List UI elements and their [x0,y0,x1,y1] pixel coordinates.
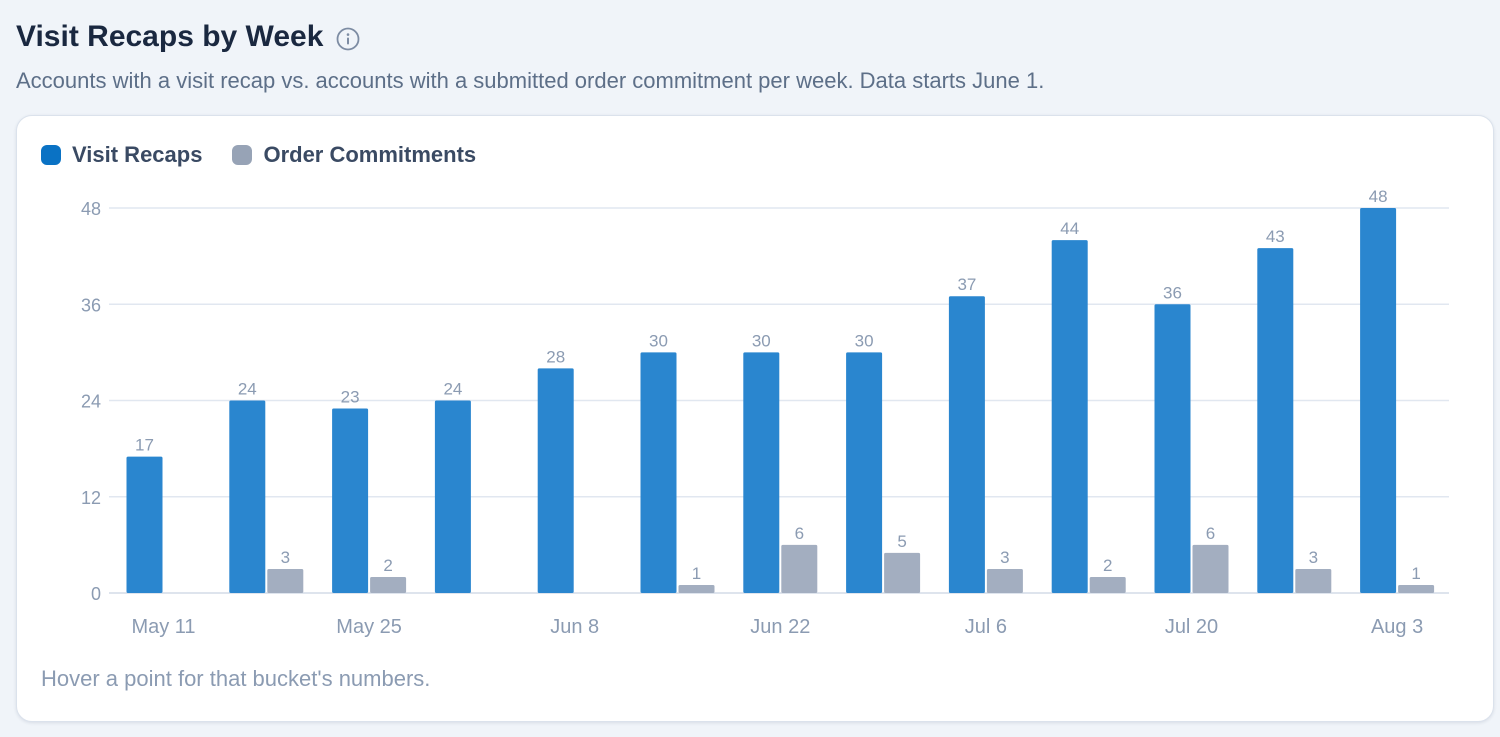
data-label: 43 [1266,227,1285,246]
x-tick-label: May 11 [131,616,195,638]
bar-visit-recaps[interactable] [948,296,985,593]
bar-order-commitments[interactable] [1398,584,1435,593]
y-tick-label: 36 [81,295,101,315]
bar-visit-recaps[interactable] [1257,248,1294,593]
bar-order-commitments[interactable] [1295,568,1332,593]
page-subtitle: Accounts with a visit recap vs. accounts… [16,68,1045,93]
data-label: 37 [957,275,976,294]
data-label: 3 [281,548,290,567]
x-tick-label: May 25 [336,616,402,638]
bar-order-commitments[interactable] [1192,544,1229,593]
data-label: 1 [692,564,701,583]
header: Visit Recaps by Week Accounts with a vis… [16,16,1476,94]
bar-order-commitments[interactable] [781,544,818,593]
y-tick-label: 0 [91,584,101,604]
bar-visit-recaps[interactable] [1154,304,1191,593]
data-label: 3 [1309,548,1318,567]
bar-order-commitments[interactable] [1089,576,1126,593]
y-tick-label: 24 [81,392,101,412]
page-title: Visit Recaps by Week [16,20,324,53]
data-label: 23 [341,388,360,407]
data-label: 24 [238,380,257,399]
data-label: 24 [443,380,462,399]
data-label: 6 [1206,524,1215,543]
bar-order-commitments[interactable] [986,568,1023,593]
bar-order-commitments[interactable] [370,576,407,593]
y-tick-label: 48 [81,199,101,219]
bar-visit-recaps[interactable] [229,400,266,594]
data-label: 3 [1000,548,1009,567]
legend-item-order-commitments[interactable]: Order Commitments [232,142,476,168]
legend-swatch-visit-recaps [41,145,61,165]
legend-item-visit-recaps[interactable]: Visit Recaps [41,142,202,168]
data-label: 36 [1163,283,1182,302]
bar-order-commitments[interactable] [267,568,304,593]
x-tick-label: Aug 3 [1371,616,1423,638]
data-label: 17 [135,436,154,455]
bar-order-commitments[interactable] [884,552,921,593]
x-tick-label: Jun 22 [750,616,810,638]
y-tick-label: 12 [81,488,101,508]
bar-visit-recaps[interactable] [434,400,471,594]
data-label: 28 [546,347,565,366]
data-label: 30 [855,331,874,350]
chart-legend: Visit Recaps Order Commitments [41,142,506,168]
data-label: 2 [1103,556,1112,575]
bar-visit-recaps[interactable] [1360,208,1397,593]
bar-visit-recaps[interactable] [743,352,780,593]
chart-card: Visit Recaps Order Commitments 0 12 24 36 48… [16,115,1494,722]
bar-visit-recaps[interactable] [1051,240,1088,593]
legend-label: Visit Recaps [72,142,203,167]
legend-label: Order Commitments [263,142,477,167]
data-label: 5 [897,532,906,551]
x-tick-label: Jun 8 [550,616,599,638]
bar-visit-recaps[interactable] [332,408,369,593]
data-label: 30 [752,331,771,350]
bar-order-commitments[interactable] [678,584,715,593]
bar-visit-recaps[interactable] [126,456,163,593]
x-tick-label: Jul 20 [1165,616,1218,638]
data-label: 48 [1369,187,1388,206]
bar-visit-recaps[interactable] [537,368,574,593]
bar-visit-recaps[interactable] [846,352,883,593]
x-tick-label: Jul 6 [965,616,1007,638]
title-row: Visit Recaps by Week [16,16,1476,58]
legend-swatch-order-commitments [232,145,253,165]
bar-visit-recaps[interactable] [640,352,677,593]
data-label: 2 [383,556,392,575]
data-label: 30 [649,331,668,350]
info-icon[interactable] [336,27,360,51]
chart-footnote: Hover a point for that bucket's numbers. [41,666,431,691]
data-label: 44 [1060,219,1079,238]
data-label: 1 [1411,564,1420,583]
data-label: 6 [795,524,804,543]
